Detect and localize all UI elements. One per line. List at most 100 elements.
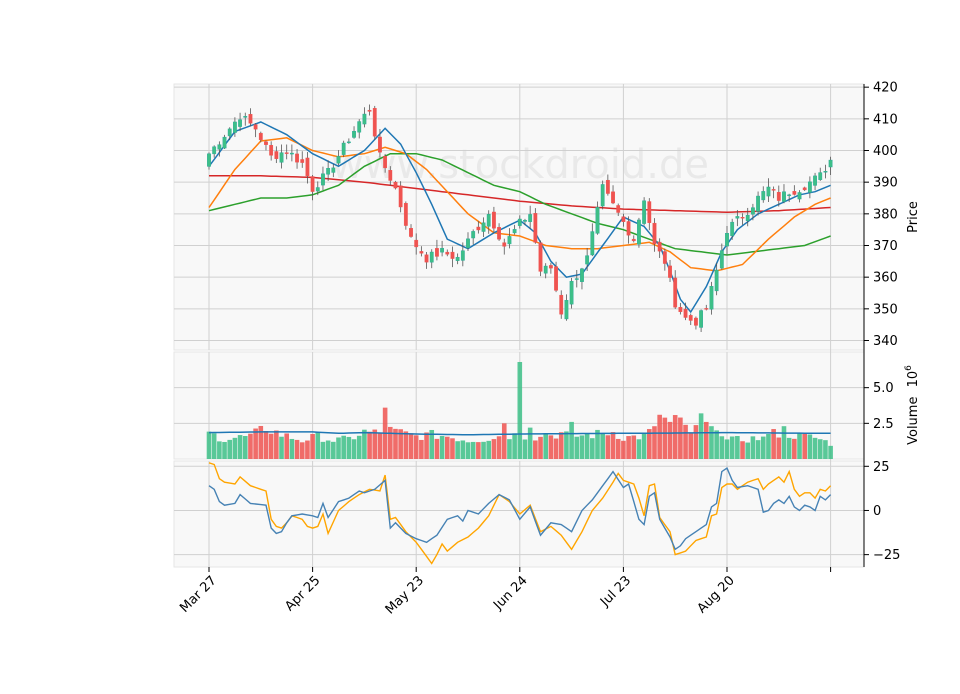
volume-bar-107 (760, 436, 766, 459)
volume-bar-64 (538, 436, 543, 459)
candle-body-20 (310, 176, 315, 192)
candle-body-105 (751, 207, 755, 215)
price-panel-background (173, 83, 865, 351)
candle-body-38 (403, 202, 408, 226)
price-tick-label-8: 420 (873, 81, 898, 96)
candle-body-54 (486, 214, 491, 227)
candle-body-27 (346, 141, 351, 144)
volume-bar-76 (600, 432, 605, 459)
oscillator-lines (208, 462, 832, 565)
volume-bar-102 (735, 436, 740, 459)
candle-body-4 (227, 128, 232, 137)
volume-bar-50 (465, 442, 471, 459)
candle-body-107 (761, 191, 766, 201)
candle-body-85 (647, 201, 652, 223)
candle-body-42 (424, 254, 429, 263)
candle-body-76 (600, 184, 605, 207)
candle-body-72 (580, 268, 584, 282)
volume-bar-88 (662, 417, 668, 459)
volume-bar-106 (755, 440, 761, 459)
candle-body-79 (616, 205, 621, 213)
volume-bar-70 (569, 421, 574, 459)
volume-bar-5 (232, 437, 238, 459)
volume-axis-exponent: 6 (904, 365, 914, 371)
candle-body-30 (362, 113, 367, 125)
candle-body-15 (284, 152, 289, 154)
candle-body-117 (813, 175, 817, 186)
volume-bar-91 (678, 417, 683, 459)
volume-bar-74 (590, 438, 595, 459)
candle-body-102 (735, 216, 740, 219)
volume-bar-110 (776, 437, 782, 459)
candle-body-68 (559, 294, 564, 315)
volume-bar-17 (294, 439, 300, 459)
volume-bar-45 (439, 435, 445, 459)
volume-bar-43 (429, 429, 435, 459)
candle-body-90 (673, 277, 678, 308)
volume-bar-75 (595, 429, 600, 459)
volume-bar-28 (351, 439, 357, 459)
candle-body-63 (533, 213, 538, 243)
volume-bar-109 (771, 429, 776, 459)
candle-body-113 (792, 191, 797, 195)
volume-bar-60 (517, 361, 523, 459)
candle-body-91 (678, 307, 683, 312)
candle-body-64 (538, 242, 543, 272)
candle-body-52 (476, 226, 481, 231)
candle-body-61 (523, 220, 527, 222)
watermark-text: www.stockdroid.de (331, 142, 709, 188)
volume-bar-68 (558, 432, 564, 459)
volume-bar-120 (828, 445, 833, 459)
candle-body-28 (352, 131, 356, 138)
candle-body-11 (264, 141, 268, 145)
price-tick-label-0: 340 (873, 334, 898, 349)
date-tick-labels: Mar 27 Apr 25 May 23 Jun 24 Jul 23 Aug 20 (177, 567, 832, 617)
price-tick-labels: 340 350 360 370 380 390 400 410 420 (864, 81, 898, 349)
candle-body-112 (787, 194, 792, 197)
oscillator-tick-labels: −25 0 25 (864, 460, 900, 563)
candle-body-0 (207, 153, 211, 167)
candle-body-74 (590, 231, 595, 256)
candle-body-109 (771, 189, 776, 191)
candle-body-57 (502, 242, 507, 247)
candle-body-34 (383, 155, 388, 169)
candle-body-45 (440, 247, 444, 253)
candle-body-115 (802, 187, 807, 191)
volume-bar-44 (434, 438, 440, 459)
volume-bar-24 (331, 441, 336, 459)
candle-body-106 (756, 195, 760, 212)
osc-tick-label-2: 25 (873, 460, 890, 475)
candle-body-116 (807, 181, 812, 193)
volume-bar-36 (393, 428, 398, 459)
candle-body-83 (637, 219, 641, 245)
volume-bar-6 (237, 435, 243, 459)
volume-bar-92 (683, 424, 688, 459)
volume-bar-25 (336, 437, 341, 459)
volume-bar-46 (444, 436, 450, 459)
candle-body-73 (585, 255, 590, 265)
candle-body-47 (450, 251, 455, 259)
candle-body-59 (512, 229, 517, 234)
candle-body-58 (507, 236, 512, 245)
volume-bar-12 (268, 433, 274, 459)
candle-body-13 (274, 151, 279, 159)
candle-body-2 (217, 144, 222, 150)
volume-bar-69 (564, 431, 569, 459)
volume-bar-80 (621, 440, 626, 459)
candlesticks (207, 104, 833, 332)
price-tick-label-1: 350 (873, 302, 898, 317)
candle-body-71 (574, 278, 579, 280)
candle-body-24 (331, 167, 336, 173)
oscillator-line-orange (208, 462, 832, 565)
volume-bar-101 (729, 436, 735, 459)
candle-body-120 (828, 159, 833, 168)
volume-bar-2 (217, 441, 222, 459)
volume-bar-67 (553, 438, 559, 459)
volume-bar-3 (222, 441, 227, 459)
candle-body-66 (548, 265, 553, 269)
candle-body-93 (688, 315, 693, 321)
grid-lines (174, 84, 864, 567)
volume-bar-63 (533, 440, 538, 459)
volume-bar-72 (579, 435, 585, 459)
